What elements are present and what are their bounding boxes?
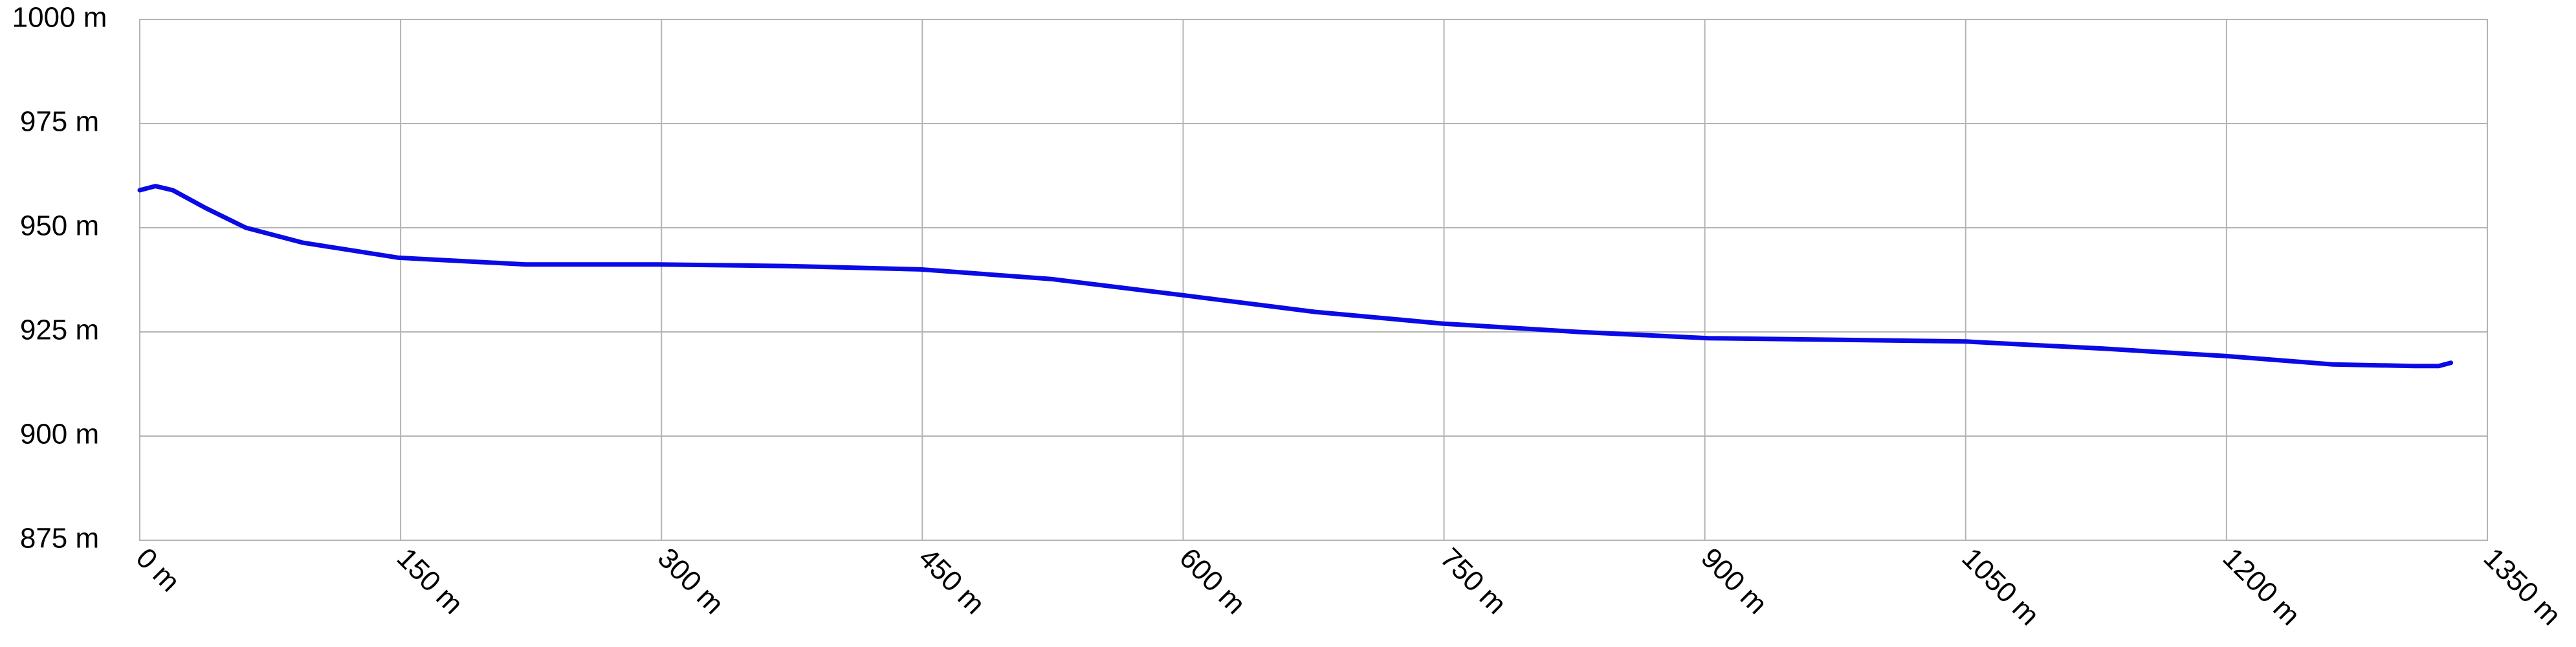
x-tick-label: 300 m [652,542,730,620]
y-tick-label: 900 m [20,419,99,450]
x-tick-label: 1350 m [2478,542,2567,631]
plot-frame [139,19,2488,541]
x-tick-label: 150 m [391,542,469,620]
y-tick-label: 975 m [20,106,99,138]
y-tick-label: 1000 m [12,2,107,34]
x-tick-label: 0 m [130,542,186,598]
x-tick-label: 600 m [1173,542,1251,620]
x-tick-label: 450 m [912,542,991,620]
x-tick-label: 900 m [1695,542,1773,620]
x-tick-label: 1200 m [2217,542,2306,631]
y-tick-label: 925 m [20,314,99,346]
x-tick-label: 750 m [1434,542,1512,620]
x-tick-label: 1050 m [1955,542,2045,631]
elevation-line [137,184,2454,369]
y-tick-label: 875 m [20,523,99,554]
y-tick-label: 950 m [20,210,99,242]
